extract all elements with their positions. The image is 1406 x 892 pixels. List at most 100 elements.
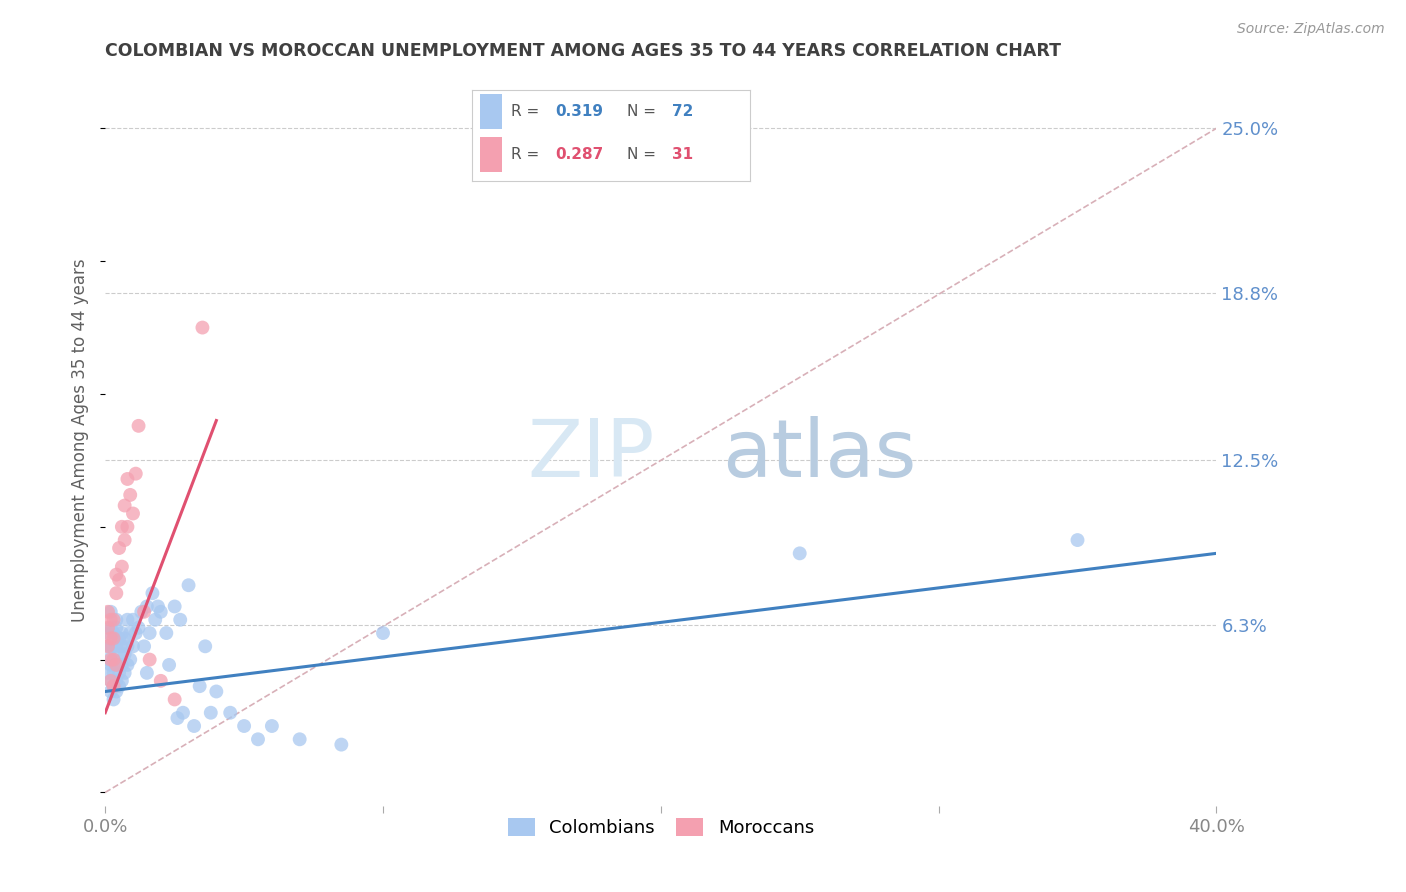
Point [166, 711, 188, 725]
Point [122, 640, 145, 654]
Text: COLOMBIAN VS MOROCCAN UNEMPLOYMENT AMONG AGES 35 TO 44 YEARS CORRELATION CHART: COLOMBIAN VS MOROCCAN UNEMPLOYMENT AMONG… [105, 42, 1062, 60]
Point [219, 706, 242, 720]
Point [97, 665, 120, 680]
Point [100, 613, 122, 627]
Point [100, 657, 122, 672]
Point [191, 320, 214, 334]
Point [183, 719, 205, 733]
Point [97, 652, 120, 666]
Point [97, 640, 120, 654]
Point [330, 738, 353, 752]
Point [177, 578, 200, 592]
Point [155, 626, 177, 640]
Point [233, 719, 256, 733]
Point [114, 499, 136, 513]
Point [122, 613, 145, 627]
Point [114, 648, 136, 662]
Point [103, 626, 125, 640]
Text: atlas: atlas [721, 416, 917, 494]
Point [205, 684, 228, 698]
Point [97, 621, 120, 635]
Point [114, 533, 136, 547]
Point [100, 621, 122, 635]
Point [100, 605, 122, 619]
Point [111, 559, 134, 574]
Point [132, 605, 155, 619]
Point [194, 640, 217, 654]
Point [103, 632, 125, 646]
Point [103, 679, 125, 693]
Point [111, 673, 134, 688]
Y-axis label: Unemployment Among Ages 35 to 44 years: Unemployment Among Ages 35 to 44 years [72, 259, 89, 623]
Point [108, 573, 131, 587]
Point [120, 488, 142, 502]
Point [103, 640, 125, 654]
Point [135, 665, 157, 680]
Point [100, 673, 122, 688]
Point [108, 679, 131, 693]
Point [105, 673, 128, 688]
Point [371, 626, 394, 640]
Point [103, 613, 125, 627]
Point [100, 640, 122, 654]
Point [100, 684, 122, 698]
Point [125, 467, 148, 481]
Point [143, 613, 166, 627]
Point [105, 613, 128, 627]
Point [97, 640, 120, 654]
Point [108, 665, 131, 680]
Point [125, 626, 148, 640]
Point [135, 599, 157, 614]
Point [128, 418, 150, 433]
Text: Source: ZipAtlas.com: Source: ZipAtlas.com [1237, 22, 1385, 37]
Point [108, 632, 131, 646]
Point [149, 605, 172, 619]
Point [117, 613, 139, 627]
Point [111, 657, 134, 672]
Point [132, 640, 155, 654]
Point [105, 657, 128, 672]
Point [789, 546, 811, 560]
Point [141, 586, 163, 600]
Point [120, 626, 142, 640]
Point [163, 692, 186, 706]
Text: ZIP: ZIP [527, 416, 655, 494]
Point [247, 732, 270, 747]
Point [117, 640, 139, 654]
Point [149, 673, 172, 688]
Point [105, 640, 128, 654]
Point [111, 640, 134, 654]
Point [100, 632, 122, 646]
Point [111, 520, 134, 534]
Point [138, 652, 160, 666]
Point [97, 626, 120, 640]
Point [97, 605, 120, 619]
Point [117, 472, 139, 486]
Point [103, 692, 125, 706]
Point [105, 684, 128, 698]
Point [114, 665, 136, 680]
Point [138, 626, 160, 640]
Point [117, 657, 139, 672]
Point [122, 507, 145, 521]
Point [108, 541, 131, 555]
Point [172, 706, 194, 720]
Legend: Colombians, Moroccans: Colombians, Moroccans [501, 810, 821, 844]
Point [146, 599, 169, 614]
Point [103, 679, 125, 693]
Point [100, 652, 122, 666]
Point [288, 732, 311, 747]
Point [103, 652, 125, 666]
Point [163, 599, 186, 614]
Point [1066, 533, 1088, 547]
Point [105, 586, 128, 600]
Point [111, 626, 134, 640]
Point [200, 706, 222, 720]
Point [157, 657, 180, 672]
Point [117, 520, 139, 534]
Point [260, 719, 283, 733]
Point [108, 648, 131, 662]
Point [188, 679, 211, 693]
Point [100, 673, 122, 688]
Point [120, 652, 142, 666]
